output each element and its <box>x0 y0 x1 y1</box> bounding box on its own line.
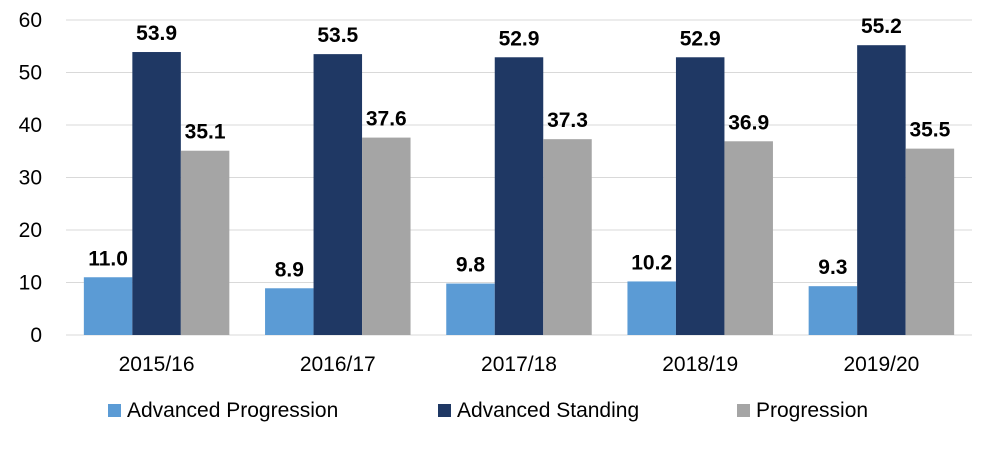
bar-advanced-progression <box>265 288 314 335</box>
bar-progression <box>543 139 592 335</box>
data-label: 37.3 <box>547 109 588 132</box>
data-label: 53.9 <box>136 22 177 45</box>
bar-progression <box>362 137 411 335</box>
y-tick-label: 60 <box>19 9 42 32</box>
bar-progression <box>905 148 955 335</box>
bar-advanced-progression <box>808 286 858 335</box>
x-tick-label: 2016/17 <box>300 353 376 376</box>
data-label: 9.8 <box>456 254 486 277</box>
bar-advanced-standing <box>132 52 181 336</box>
bar-progression <box>180 150 230 335</box>
legend: Advanced Progression Advanced Standing Pro… <box>108 399 868 422</box>
legend-swatch <box>438 404 451 417</box>
legend-label: Progression <box>756 399 868 422</box>
data-label: 52.9 <box>680 27 721 50</box>
bar-advanced-standing <box>857 45 906 335</box>
legend-swatch <box>108 404 121 417</box>
y-tick-label: 30 <box>19 167 42 190</box>
bar-advanced-standing <box>494 57 544 336</box>
y-tick-label: 40 <box>19 114 42 137</box>
x-axis: 2015/16 2016/17 2017/18 2018/19 2019/20 <box>119 353 920 376</box>
bar-advanced-standing <box>313 54 363 335</box>
data-label: 11.0 <box>88 247 128 270</box>
x-tick-label: 2017/18 <box>481 353 557 376</box>
data-label: 37.6 <box>366 108 407 131</box>
y-tick-label: 50 <box>19 62 42 85</box>
data-label: 8.9 <box>275 258 304 281</box>
y-axis: 0 10 20 30 40 50 60 <box>19 9 42 347</box>
data-label: 53.5 <box>317 24 358 47</box>
bar-advanced-standing <box>675 57 725 336</box>
legend-label: Advanced Standing <box>457 399 639 422</box>
y-tick-label: 10 <box>19 272 42 295</box>
x-tick-label: 2015/16 <box>119 353 195 376</box>
bar-advanced-progression <box>627 281 676 335</box>
bar-advanced-progression <box>83 277 133 335</box>
data-label: 36.9 <box>728 111 769 134</box>
data-label: 52.9 <box>499 27 540 50</box>
data-label: 9.3 <box>818 256 847 279</box>
data-label: 55.2 <box>861 15 902 38</box>
bar-progression <box>724 141 773 335</box>
bar-advanced-progression <box>446 283 495 335</box>
y-tick-label: 20 <box>19 219 42 242</box>
data-label: 35.1 <box>185 121 226 144</box>
data-labels: 11.0 53.9 35.1 8.9 53.5 37.6 9.8 52.9 37.3 10.2 52… <box>88 15 950 281</box>
x-tick-label: 2019/20 <box>843 353 919 376</box>
legend-swatch <box>737 404 750 417</box>
y-tick-label: 0 <box>30 324 42 347</box>
x-tick-label: 2018/19 <box>662 353 738 376</box>
data-label: 10.2 <box>631 251 672 274</box>
bars <box>83 45 955 336</box>
legend-label: Advanced Progression <box>127 399 338 422</box>
data-label: 35.5 <box>909 119 950 142</box>
